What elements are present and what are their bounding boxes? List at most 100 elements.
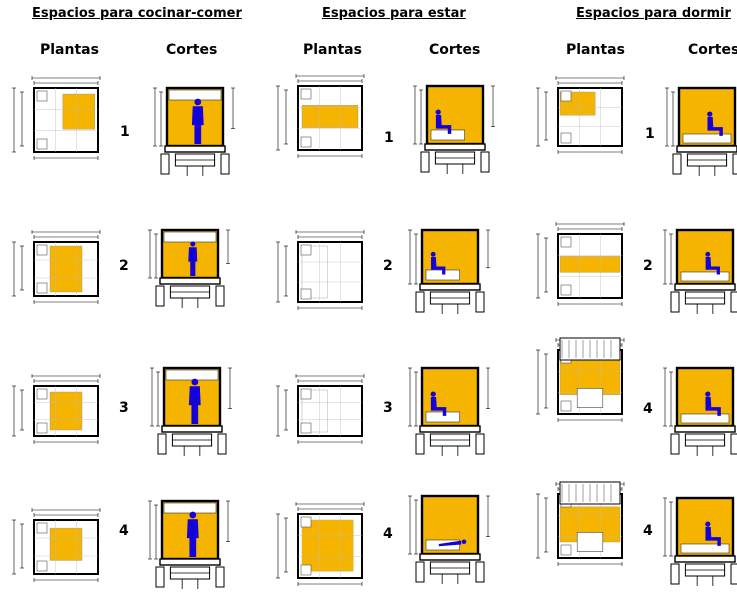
person-icon [705, 391, 711, 397]
col-head-plantas-3: Plantas [566, 42, 625, 58]
wheel-icon [155, 566, 165, 588]
person-icon [707, 117, 723, 136]
bed-icon [680, 413, 730, 424]
appliance-icon [300, 516, 312, 528]
furniture-area [49, 527, 83, 561]
wheel-icon [215, 566, 225, 588]
appliance-icon [36, 282, 48, 294]
row-number: 2 [643, 258, 653, 274]
col-head-cortes-2: Cortes [429, 42, 481, 58]
plan-drawing [276, 230, 365, 310]
bed-icon [576, 532, 604, 552]
floor-slab [159, 558, 221, 566]
plan-drawing [12, 508, 101, 582]
appliance-icon [300, 88, 312, 100]
person-icon [430, 397, 447, 416]
appliance-icon [560, 132, 572, 144]
furniture-area [49, 245, 83, 293]
section-drawing [663, 228, 737, 314]
wheel-icon [730, 291, 737, 313]
wheel-icon [155, 285, 165, 307]
plan-drawing [276, 374, 365, 444]
person-icon [431, 257, 446, 275]
row-number: 4 [643, 523, 653, 539]
wheel-icon [730, 563, 737, 585]
floor-slab [164, 145, 226, 153]
row-number: 2 [119, 258, 129, 274]
furniture-area [62, 93, 95, 130]
appliance-icon [560, 544, 572, 556]
furniture-area [559, 256, 621, 273]
wheel-icon [415, 433, 425, 455]
cabinet-icon [163, 231, 217, 243]
row-number: 1 [120, 124, 130, 140]
person-icon [705, 251, 711, 257]
plan-drawing [276, 74, 365, 158]
appliance-icon [300, 288, 312, 300]
section-drawing [663, 366, 737, 456]
row-number: 1 [645, 126, 655, 142]
section-drawing [153, 86, 235, 176]
appliance-icon [36, 560, 48, 572]
person-icon [189, 511, 197, 519]
wheel-icon [480, 151, 490, 173]
person-icon [707, 111, 713, 117]
floor-slab [674, 425, 736, 433]
plan-drawing [536, 76, 625, 154]
furniture-area [49, 391, 83, 431]
row-number: 4 [383, 526, 393, 542]
cabinet-icon [163, 502, 217, 514]
person-icon [188, 386, 201, 424]
appliance-icon [300, 388, 312, 400]
wheel-icon [415, 291, 425, 313]
section-drawing [665, 86, 737, 176]
person-icon [705, 257, 720, 275]
floor-slab [674, 283, 736, 291]
floor-slab [419, 283, 481, 291]
appliance-icon [36, 388, 48, 400]
plan-drawing [536, 337, 625, 422]
bed-icon [680, 271, 730, 282]
section-title-cocinar: Espacios para cocinar-comer [32, 6, 242, 21]
wheel-icon [475, 291, 485, 313]
person-icon [194, 98, 202, 106]
person-icon [430, 251, 436, 257]
appliance-icon [300, 564, 312, 576]
person-icon [191, 106, 204, 144]
appliance-icon [560, 400, 572, 412]
appliance-icon [300, 244, 312, 256]
col-head-cortes-1: Cortes [166, 42, 218, 58]
bed-icon [680, 543, 730, 554]
wheel-icon [160, 153, 170, 175]
section-drawing [663, 496, 737, 586]
furniture-area [302, 520, 354, 572]
person-icon [438, 540, 462, 547]
person-icon [191, 378, 199, 386]
floor-slab [674, 555, 736, 563]
person-icon [705, 521, 711, 527]
person-icon [188, 247, 198, 276]
wheel-icon [420, 151, 430, 173]
wheel-icon [730, 433, 737, 455]
cabinet-icon [165, 369, 219, 381]
floor-slab [161, 425, 223, 433]
plan-drawing [12, 374, 101, 444]
section-drawing [408, 228, 490, 314]
appliance-icon [36, 244, 48, 256]
bed-icon [682, 133, 732, 144]
appliance-icon [36, 90, 48, 102]
row-number: 4 [119, 523, 129, 539]
appliance-icon [36, 138, 48, 150]
row-number: 3 [383, 400, 393, 416]
section-drawing [148, 499, 230, 589]
appliance-icon [560, 284, 572, 296]
appliance-icon [300, 136, 312, 148]
col-head-plantas-1: Plantas [40, 42, 99, 58]
wheel-icon [672, 153, 682, 175]
wheel-icon [217, 433, 227, 455]
floor-slab [419, 553, 481, 561]
section-drawing [408, 366, 490, 456]
section-title-estar: Espacios para estar [322, 6, 466, 21]
section-title-dormir: Espacios para dormir [576, 6, 731, 21]
person-icon [461, 539, 467, 544]
